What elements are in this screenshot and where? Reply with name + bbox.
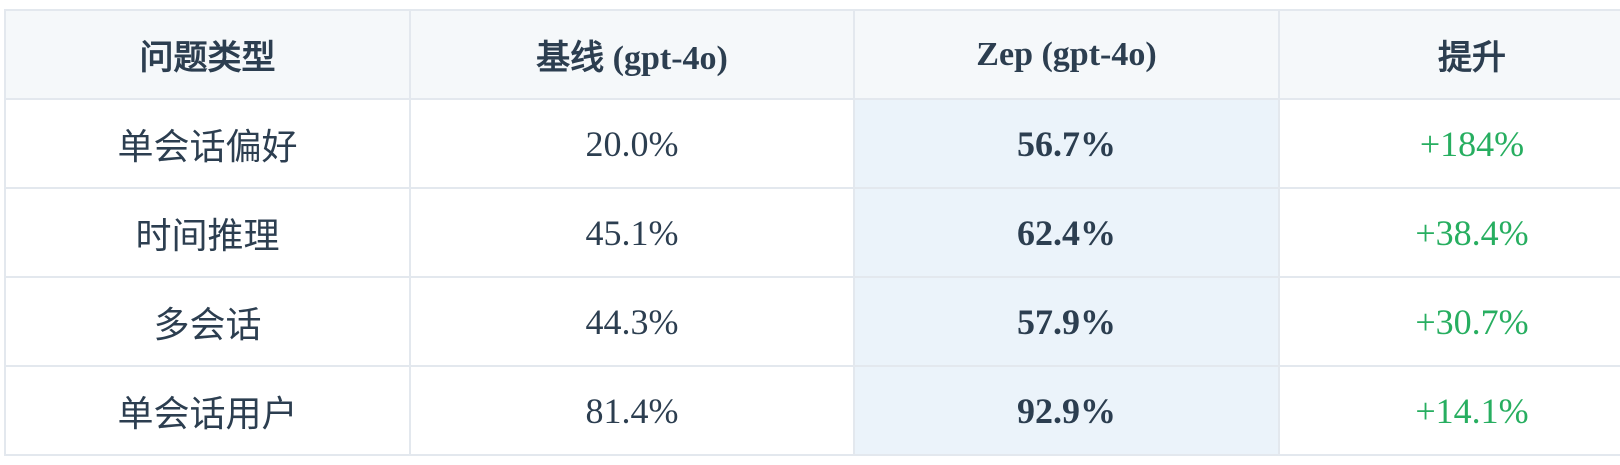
table-container: 问题类型 基线 (gpt-4o) Zep (gpt-4o) 提升 单会话偏好 2… bbox=[4, 9, 1620, 465]
cell-zep: 92.9% bbox=[853, 365, 1280, 456]
comparison-table: 问题类型 基线 (gpt-4o) Zep (gpt-4o) 提升 单会话偏好 2… bbox=[4, 9, 1620, 456]
table-row: 时间推理 45.1% 62.4% +38.4% bbox=[4, 187, 1620, 278]
header-gain: 提升 bbox=[1278, 9, 1620, 100]
cell-baseline: 81.4% bbox=[409, 365, 855, 456]
cell-baseline: 20.0% bbox=[409, 98, 855, 189]
cell-baseline: 44.3% bbox=[409, 276, 855, 367]
cell-zep: 62.4% bbox=[853, 187, 1280, 278]
cell-gain: +38.4% bbox=[1278, 187, 1620, 278]
cell-gain: +184% bbox=[1278, 98, 1620, 189]
table-row: 多会话 44.3% 57.9% +30.7% bbox=[4, 276, 1620, 367]
cell-gain: +14.1% bbox=[1278, 365, 1620, 456]
cell-zep: 56.7% bbox=[853, 98, 1280, 189]
cell-question-type: 单会话偏好 bbox=[4, 98, 411, 189]
cell-question-type: 单会话用户 bbox=[4, 365, 411, 456]
cell-question-type: 时间推理 bbox=[4, 187, 411, 278]
header-baseline: 基线 (gpt-4o) bbox=[409, 9, 855, 100]
header-zep: Zep (gpt-4o) bbox=[853, 9, 1280, 100]
table-header-row: 问题类型 基线 (gpt-4o) Zep (gpt-4o) 提升 bbox=[4, 9, 1620, 100]
header-question-type: 问题类型 bbox=[4, 9, 411, 100]
cell-gain: +30.7% bbox=[1278, 276, 1620, 367]
cell-question-type: 多会话 bbox=[4, 276, 411, 367]
cell-zep: 57.9% bbox=[853, 276, 1280, 367]
table-row: 单会话用户 81.4% 92.9% +14.1% bbox=[4, 365, 1620, 456]
cell-baseline: 45.1% bbox=[409, 187, 855, 278]
table-row: 单会话偏好 20.0% 56.7% +184% bbox=[4, 98, 1620, 189]
